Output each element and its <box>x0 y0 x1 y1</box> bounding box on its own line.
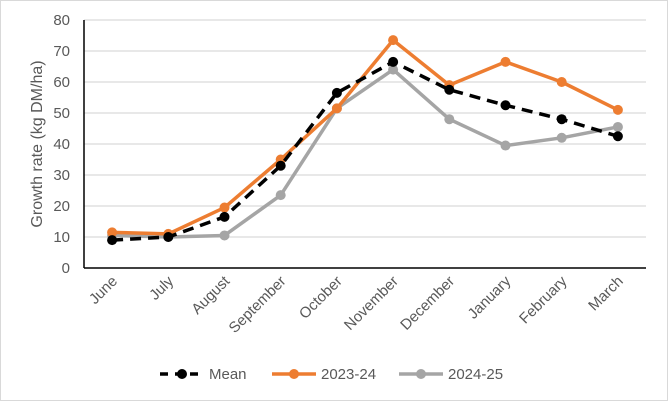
x-tick-label: November <box>341 273 402 334</box>
data-point <box>612 131 623 142</box>
x-tick-label: September <box>226 273 290 337</box>
legend-label: Mean <box>209 366 247 383</box>
y-tick-label: 10 <box>53 229 70 246</box>
x-tick-label: October <box>296 273 346 323</box>
legend-item: 2023-24 <box>272 366 376 383</box>
data-point <box>275 190 286 201</box>
series-lines <box>107 35 623 246</box>
series-line <box>112 38 619 236</box>
data-point <box>500 56 511 67</box>
axes <box>83 20 646 269</box>
y-axis-label: Growth rate (kg DM/ha) <box>29 60 46 227</box>
y-tick-label: 50 <box>53 105 70 122</box>
series-line <box>112 60 619 242</box>
series-2024-25 <box>107 64 623 242</box>
data-point <box>331 103 342 114</box>
y-tick-label: 20 <box>53 198 70 215</box>
data-point <box>331 87 342 98</box>
x-tick-label: December <box>397 273 458 334</box>
x-tick-label: June <box>86 273 121 308</box>
data-point <box>219 202 230 213</box>
legend-marker <box>289 369 299 379</box>
y-tick-label: 0 <box>62 260 70 277</box>
x-tick-label: March <box>585 273 626 314</box>
data-point <box>388 56 399 67</box>
data-point <box>444 84 455 95</box>
data-point <box>275 160 286 171</box>
y-tick-label: 80 <box>53 12 70 29</box>
series-mean <box>107 56 623 246</box>
x-tick-label: July <box>146 272 177 303</box>
data-point <box>612 104 623 115</box>
y-tick-label: 40 <box>53 136 70 153</box>
data-point <box>219 211 230 222</box>
gridlines <box>84 19 646 238</box>
legend-item: Mean <box>160 366 247 383</box>
data-point <box>107 227 118 238</box>
data-point <box>388 35 399 46</box>
legend-item: 2024-25 <box>399 366 503 383</box>
data-point <box>163 232 174 242</box>
data-point <box>556 77 567 87</box>
y-tick-labels: 0 10 20 30 40 50 60 70 80 <box>53 12 70 277</box>
legend-marker <box>416 369 426 379</box>
legend-marker <box>177 369 187 379</box>
legend-label: 2024-25 <box>448 366 503 383</box>
y-tick-label: 60 <box>53 74 70 91</box>
data-point <box>388 64 399 75</box>
data-point <box>219 230 230 241</box>
data-point <box>500 140 511 151</box>
x-tick-label: January <box>465 272 515 322</box>
data-point <box>444 114 455 125</box>
x-tick-label: February <box>516 272 571 327</box>
data-point <box>500 100 511 111</box>
legend: Mean 2023-24 2024-25 <box>160 366 503 383</box>
data-point <box>612 121 623 132</box>
x-tick-label: August <box>188 272 234 318</box>
series-line <box>112 67 619 239</box>
y-tick-label: 70 <box>53 43 70 60</box>
legend-label: 2023-24 <box>321 366 376 383</box>
series-2023-24 <box>107 35 623 239</box>
y-tick-label: 30 <box>53 167 70 184</box>
data-point <box>556 132 567 143</box>
data-point <box>107 235 118 246</box>
data-point <box>556 114 567 125</box>
